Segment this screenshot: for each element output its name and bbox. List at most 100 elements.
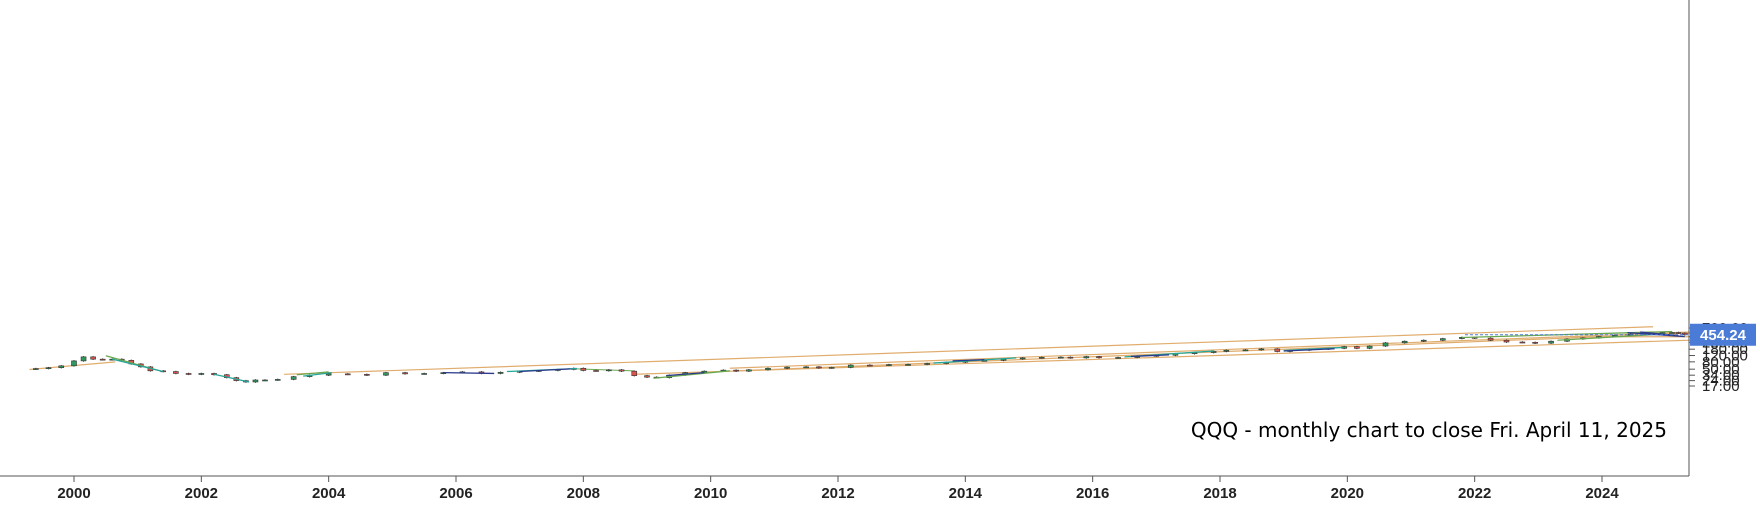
- trendline-3: [303, 372, 332, 377]
- x-tick-label-4: 2008: [567, 485, 600, 502]
- trendline-8: [653, 370, 730, 379]
- channel-line-0: [284, 326, 1653, 375]
- trendline-2: [213, 373, 250, 383]
- candle-body-79: [1223, 349, 1230, 352]
- candle-body-82: [1274, 348, 1281, 352]
- candle-body-92: [1440, 338, 1446, 341]
- candle-body-72: [1096, 356, 1102, 359]
- candle-body-28: [364, 373, 370, 376]
- candle-body-2: [45, 367, 52, 369]
- x-tick-label-1: 2002: [185, 485, 218, 502]
- x-tick-label-11: 2022: [1458, 485, 1491, 502]
- candle-body-95: [1487, 337, 1494, 341]
- trendline-4: [296, 371, 329, 376]
- candle-body-69: [1058, 356, 1064, 359]
- candle-body-56: [816, 366, 822, 369]
- candle-body-21: [252, 379, 259, 383]
- candle-body-99: [1548, 340, 1554, 344]
- candle-body-22: [262, 379, 268, 382]
- candle-body-15: [185, 373, 192, 375]
- channel-line-3: [634, 339, 1704, 375]
- trendline-1: [112, 358, 164, 373]
- candle-body-29: [383, 372, 389, 376]
- candle-body-6: [90, 356, 96, 360]
- candle-body-90: [1401, 340, 1408, 344]
- candle-body-98: [1532, 341, 1538, 344]
- candle-body-97: [1519, 341, 1526, 344]
- price-axis: 700.00400.00280.00180.00120.0080.0050.00…: [1689, 320, 1748, 395]
- candle-body-55: [803, 366, 809, 369]
- candle-body-70: [1067, 356, 1074, 359]
- candle-body-107: [1669, 332, 1675, 334]
- candle-body-45: [644, 375, 650, 378]
- candle-body-62: [924, 363, 930, 365]
- candle-body-52: [746, 369, 752, 372]
- x-tick-label-0: 2000: [57, 485, 90, 502]
- y-tick-label-5: 80.00: [1702, 354, 1740, 371]
- trend-channel-lines: [29, 326, 1704, 375]
- trendline-15: [1283, 348, 1335, 352]
- candle-body-24: [290, 376, 297, 380]
- candle-body-27: [344, 373, 351, 376]
- candle-body-87: [1354, 346, 1360, 349]
- candle-body-43: [618, 369, 625, 372]
- x-tick-label-3: 2006: [439, 485, 472, 502]
- candle-body-89: [1382, 342, 1389, 347]
- x-tick-label-10: 2020: [1331, 485, 1364, 502]
- candle-body-40: [580, 367, 587, 371]
- x-tick-label-8: 2016: [1076, 485, 1109, 502]
- x-tick-label-6: 2012: [821, 485, 854, 502]
- candle-body-30: [402, 372, 408, 375]
- candle-body-44: [631, 370, 638, 376]
- last-price-badge: 454.24: [1465, 323, 1756, 346]
- candle-body-1: [32, 368, 39, 370]
- trendline-11: [952, 359, 985, 362]
- candle-body-67: [1019, 357, 1026, 360]
- x-tick-label-5: 2010: [694, 485, 727, 502]
- candle-body-42: [605, 369, 612, 372]
- y-tick-label-9: 17.00: [1702, 378, 1740, 395]
- candle-body-60: [886, 364, 892, 366]
- x-tick-label-7: 2014: [949, 485, 983, 502]
- candle-body-68: [1038, 357, 1045, 359]
- y-tick-label-6: 50.00: [1702, 361, 1740, 378]
- candle-body-108: [1675, 332, 1682, 334]
- candle-body-23: [274, 379, 281, 381]
- candle-body-41: [593, 370, 599, 372]
- candle-body-35: [497, 371, 504, 374]
- chart-annotation: QQQ - monthly chart to close Fri. April …: [1191, 418, 1667, 442]
- candle-body-61: [905, 364, 911, 366]
- candle-body-81: [1258, 348, 1265, 351]
- candle-body-86: [1341, 346, 1347, 349]
- trendline-5: [443, 372, 495, 375]
- y-tick-label-7: 34.00: [1702, 367, 1740, 384]
- last-price-badge-box: [1690, 323, 1756, 346]
- channel-line-6: [576, 368, 635, 372]
- candle-body-5: [80, 356, 87, 362]
- last-price-value: 454.24: [1700, 327, 1747, 344]
- x-tick-label-9: 2018: [1203, 485, 1236, 502]
- trendline-9: [666, 372, 705, 377]
- candle-body-54: [784, 366, 790, 369]
- candle-body-109: [1681, 332, 1688, 336]
- candle-body-51: [733, 369, 739, 372]
- trendline-7: [519, 368, 571, 373]
- candle-body-53: [765, 367, 771, 371]
- channel-line-1: [736, 332, 1704, 372]
- candle-body-7: [99, 358, 106, 361]
- candle-body-57: [828, 367, 835, 369]
- channel-line-2: [729, 330, 1704, 369]
- candle-body-4: [71, 360, 77, 367]
- candle-body-58: [847, 364, 854, 368]
- candle-body-88: [1366, 345, 1373, 349]
- candle-body-14: [173, 371, 179, 374]
- candle-body-96: [1503, 339, 1510, 343]
- time-axis: 2000 2002 2004 2006 2008 2010 2012 2014 2016 2018…: [57, 476, 1619, 502]
- candle-body-91: [1420, 339, 1427, 342]
- trendline-13: [1130, 354, 1170, 358]
- y-tick-label-4: 120.00: [1702, 348, 1748, 365]
- candle-body-16: [198, 373, 205, 375]
